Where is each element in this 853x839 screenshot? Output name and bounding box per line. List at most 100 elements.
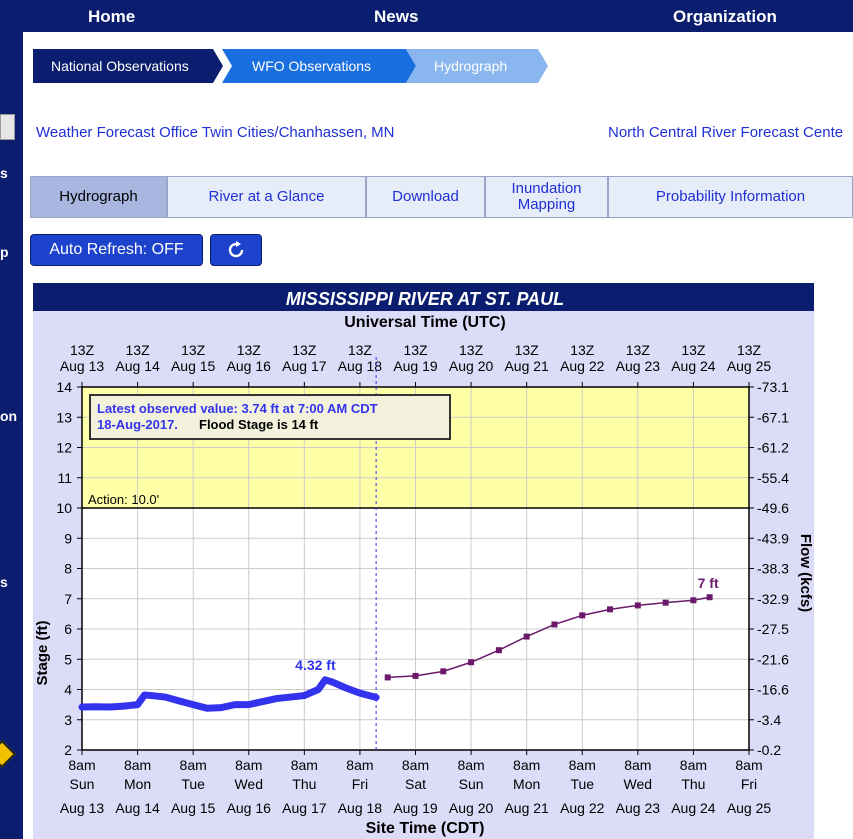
top-tick-date-label: Aug 17 bbox=[282, 358, 327, 374]
warning-diamond-icon[interactable] bbox=[0, 739, 17, 769]
sidebar-fragment-4[interactable]: s bbox=[0, 574, 8, 590]
top-tick-date-label: Aug 15 bbox=[171, 358, 216, 374]
tab-hydrograph[interactable]: Hydrograph bbox=[30, 176, 167, 218]
sidebar-input-box[interactable] bbox=[0, 114, 15, 140]
top-tick-date-label: Aug 20 bbox=[449, 358, 494, 374]
y-tick-label-right: -3.4 bbox=[757, 712, 781, 728]
top-tick-time-label: 13Z bbox=[570, 342, 595, 358]
y-tick-label-right: -67.1 bbox=[757, 409, 789, 425]
auto-refresh-button[interactable]: Auto Refresh: OFF bbox=[30, 234, 203, 266]
nav-news[interactable]: News bbox=[374, 7, 419, 26]
action-stage-label: Action: 10.0' bbox=[88, 492, 159, 507]
latest-observed-line1: Latest observed value: 3.74 ft at 7:00 A… bbox=[97, 401, 378, 416]
forecast-point bbox=[523, 633, 530, 640]
bottom-tick-date-label: Aug 23 bbox=[616, 800, 661, 816]
observed-point bbox=[162, 694, 168, 700]
y-axis-label-right: Flow (kcfs) bbox=[797, 534, 814, 612]
observed-point bbox=[135, 702, 141, 708]
top-tick-time-label: 13Z bbox=[237, 342, 262, 358]
bottom-tick-date-label: Aug 15 bbox=[171, 800, 216, 816]
bottom-tick-weekday-label: Tue bbox=[570, 776, 594, 792]
forecast-point bbox=[706, 594, 713, 601]
y-tick-label-right: -61.2 bbox=[757, 440, 789, 456]
bottom-tick-date-label: Aug 17 bbox=[282, 800, 327, 816]
forecast-point bbox=[468, 659, 475, 666]
y-tick-label-left: 3 bbox=[64, 712, 72, 728]
sidebar-fragment-3[interactable]: on bbox=[0, 408, 18, 424]
breadcrumb-wfo-observations[interactable]: WFO Observations bbox=[222, 49, 416, 83]
bottom-tick-date-label: Aug 24 bbox=[671, 800, 716, 816]
observed-point bbox=[260, 699, 266, 705]
observed-point bbox=[121, 703, 127, 709]
bottom-tick-weekday-label: Fri bbox=[352, 776, 368, 792]
observed-point bbox=[322, 677, 328, 683]
chart-title: MISSISSIPPI RIVER AT ST. PAUL bbox=[286, 289, 564, 309]
y-tick-label-left: 14 bbox=[56, 379, 72, 395]
breadcrumb-national-observations[interactable]: National Observations bbox=[33, 49, 223, 83]
y-tick-label-left: 5 bbox=[64, 651, 72, 667]
nav-organization[interactable]: Organization bbox=[673, 7, 777, 26]
top-tick-time-label: 13Z bbox=[126, 342, 151, 358]
observed-point bbox=[232, 702, 238, 708]
bottom-tick-time-label: 8am bbox=[402, 757, 429, 773]
y-tick-label-right: -73.1 bbox=[757, 379, 789, 395]
forecast-point bbox=[384, 674, 391, 681]
observed-point bbox=[315, 687, 321, 692]
forecast-point bbox=[440, 668, 447, 675]
bottom-tick-time-label: 8am bbox=[68, 757, 95, 773]
tab-download[interactable]: Download bbox=[366, 176, 485, 218]
bottom-tick-time-label: 8am bbox=[624, 757, 651, 773]
y-tick-label-right: -38.3 bbox=[757, 561, 789, 577]
tab-inundation-mapping[interactable]: Inundation Mapping bbox=[485, 176, 608, 218]
top-tick-date-label: Aug 19 bbox=[393, 358, 438, 374]
top-navigation: Home News Organization bbox=[0, 0, 853, 32]
bottom-tick-time-label: 8am bbox=[680, 757, 707, 773]
bottom-tick-date-label: Aug 22 bbox=[560, 800, 605, 816]
bottom-tick-weekday-label: Sun bbox=[70, 776, 95, 792]
hydrograph-svg: MISSISSIPPI RIVER AT ST. PAUL Universal … bbox=[33, 283, 814, 839]
forecast-point bbox=[607, 606, 614, 613]
chart-title-bar bbox=[33, 283, 814, 311]
sidebar-fragment-2[interactable]: p bbox=[0, 244, 9, 260]
sidebar-fragment-1[interactable]: s bbox=[0, 165, 8, 181]
top-axis-title: Universal Time (UTC) bbox=[344, 314, 506, 331]
bottom-tick-weekday-label: Mon bbox=[124, 776, 151, 792]
nav-home[interactable]: Home bbox=[88, 7, 136, 26]
y-axis-label-left: Stage (ft) bbox=[34, 621, 51, 686]
top-tick-date-label: Aug 23 bbox=[616, 358, 661, 374]
top-tick-date-label: Aug 18 bbox=[338, 358, 383, 374]
forecast-point bbox=[634, 602, 641, 609]
rfc-link[interactable]: North Central River Forecast Cente bbox=[608, 124, 844, 141]
top-tick-date-label: Aug 14 bbox=[115, 358, 160, 374]
refresh-button[interactable] bbox=[210, 234, 262, 266]
observed-point bbox=[274, 696, 280, 702]
observed-peak-label: 4.32 ft bbox=[295, 657, 336, 673]
left-sidebar: s p on s bbox=[0, 32, 23, 839]
y-tick-label-right: -32.9 bbox=[757, 591, 789, 607]
top-tick-date-label: Aug 22 bbox=[560, 358, 605, 374]
bottom-tick-time-label: 8am bbox=[457, 757, 484, 773]
y-tick-label-right: -16.6 bbox=[757, 682, 789, 698]
bottom-tick-date-label: Aug 20 bbox=[449, 800, 494, 816]
wfo-link[interactable]: Weather Forecast Office Twin Cities/Chan… bbox=[36, 124, 395, 141]
bottom-tick-weekday-label: Mon bbox=[513, 776, 540, 792]
observed-point bbox=[142, 692, 148, 698]
observed-point bbox=[148, 693, 154, 699]
top-tick-time-label: 13Z bbox=[626, 342, 651, 358]
top-tick-time-label: 13Z bbox=[181, 342, 206, 358]
bottom-tick-time-label: 8am bbox=[735, 757, 762, 773]
bottom-tick-date-label: Aug 13 bbox=[60, 800, 105, 816]
forecast-point bbox=[412, 672, 419, 679]
y-tick-label-right: -43.9 bbox=[757, 530, 789, 546]
observed-point bbox=[79, 704, 85, 710]
latest-observed-box bbox=[89, 394, 451, 440]
tab-river-at-a-glance[interactable]: River at a Glance bbox=[167, 176, 366, 218]
breadcrumb-hydrograph[interactable]: Hydrograph bbox=[406, 49, 548, 83]
bottom-tick-date-label: Aug 25 bbox=[727, 800, 772, 816]
top-tick-time-label: 13Z bbox=[681, 342, 706, 358]
top-tick-time-label: 13Z bbox=[737, 342, 762, 358]
hydrograph-chart: MISSISSIPPI RIVER AT ST. PAUL Universal … bbox=[33, 283, 814, 839]
observed-point bbox=[357, 690, 363, 696]
tab-probability-information[interactable]: Probability Information bbox=[608, 176, 853, 218]
forecast-point bbox=[551, 621, 558, 628]
